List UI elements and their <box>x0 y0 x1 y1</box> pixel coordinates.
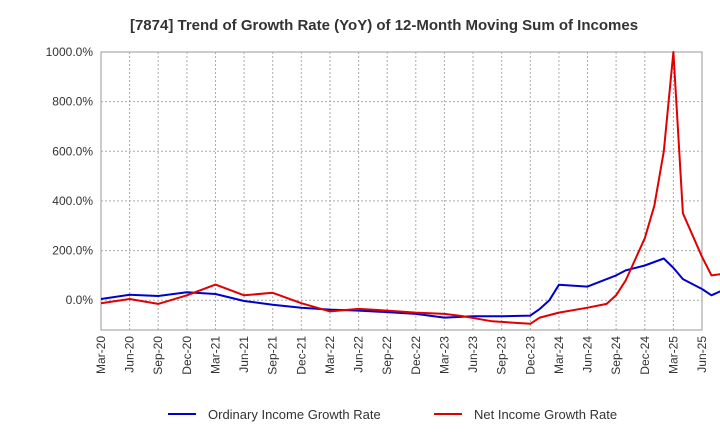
x-tick-label: Sep-23 <box>495 336 509 375</box>
x-tick-label: Jun-24 <box>581 336 595 373</box>
x-tick-label: Jun-23 <box>466 336 480 373</box>
x-tick-label: Sep-20 <box>151 336 165 375</box>
y-tick-label: 600.0% <box>52 144 93 158</box>
x-tick-label: Sep-22 <box>380 336 394 375</box>
y-axis-tick-labels: 0.0% 200.0% 400.0% 600.0% 800.0% 1000.0% <box>46 45 94 307</box>
y-tick-label: 1000.0% <box>46 45 94 59</box>
y-tick-label: 800.0% <box>52 95 93 109</box>
x-tick-label: Sep-21 <box>266 336 280 375</box>
x-tick-label: Jun-25 <box>695 336 709 373</box>
x-tick-label: Mar-22 <box>323 336 337 374</box>
x-tick-label: Dec-22 <box>409 336 423 375</box>
plot-area <box>100 51 703 331</box>
x-tick-label: Mar-25 <box>666 336 680 374</box>
x-tick-label: Dec-20 <box>180 336 194 375</box>
horizontal-gridlines <box>101 101 702 301</box>
y-tick-label: 400.0% <box>52 194 93 208</box>
legend: Ordinary Income Growth Rate Net Income G… <box>168 407 617 422</box>
y-tick-label: 200.0% <box>52 244 93 258</box>
x-tick-label: Sep-24 <box>609 336 623 375</box>
x-tick-label: Mar-24 <box>552 336 566 374</box>
legend-label-ordinary: Ordinary Income Growth Rate <box>208 407 381 422</box>
y-tick-label: 0.0% <box>66 293 94 307</box>
x-tick-label: Dec-23 <box>523 336 537 375</box>
x-tick-label: Jun-20 <box>123 336 137 373</box>
x-tick-label: Mar-21 <box>209 336 223 374</box>
ordinary-income-growth-line <box>100 257 720 319</box>
net-income-growth-line <box>100 51 720 325</box>
x-tick-label: Dec-24 <box>638 336 652 375</box>
x-tick-label: Mar-23 <box>437 336 451 374</box>
chart-title: [7874] Trend of Growth Rate (YoY) of 12-… <box>130 17 638 34</box>
series-lines <box>100 51 720 325</box>
x-tick-label: Dec-21 <box>294 336 308 375</box>
x-tick-label: Jun-21 <box>237 336 251 373</box>
x-tick-label: Jun-22 <box>352 336 366 373</box>
legend-label-net: Net Income Growth Rate <box>474 407 617 422</box>
x-axis-tick-labels: Mar-20 Jun-20 Sep-20 Dec-20 Mar-21 Jun-21 Sep-… <box>94 336 709 375</box>
x-tick-label: Mar-20 <box>94 336 108 374</box>
